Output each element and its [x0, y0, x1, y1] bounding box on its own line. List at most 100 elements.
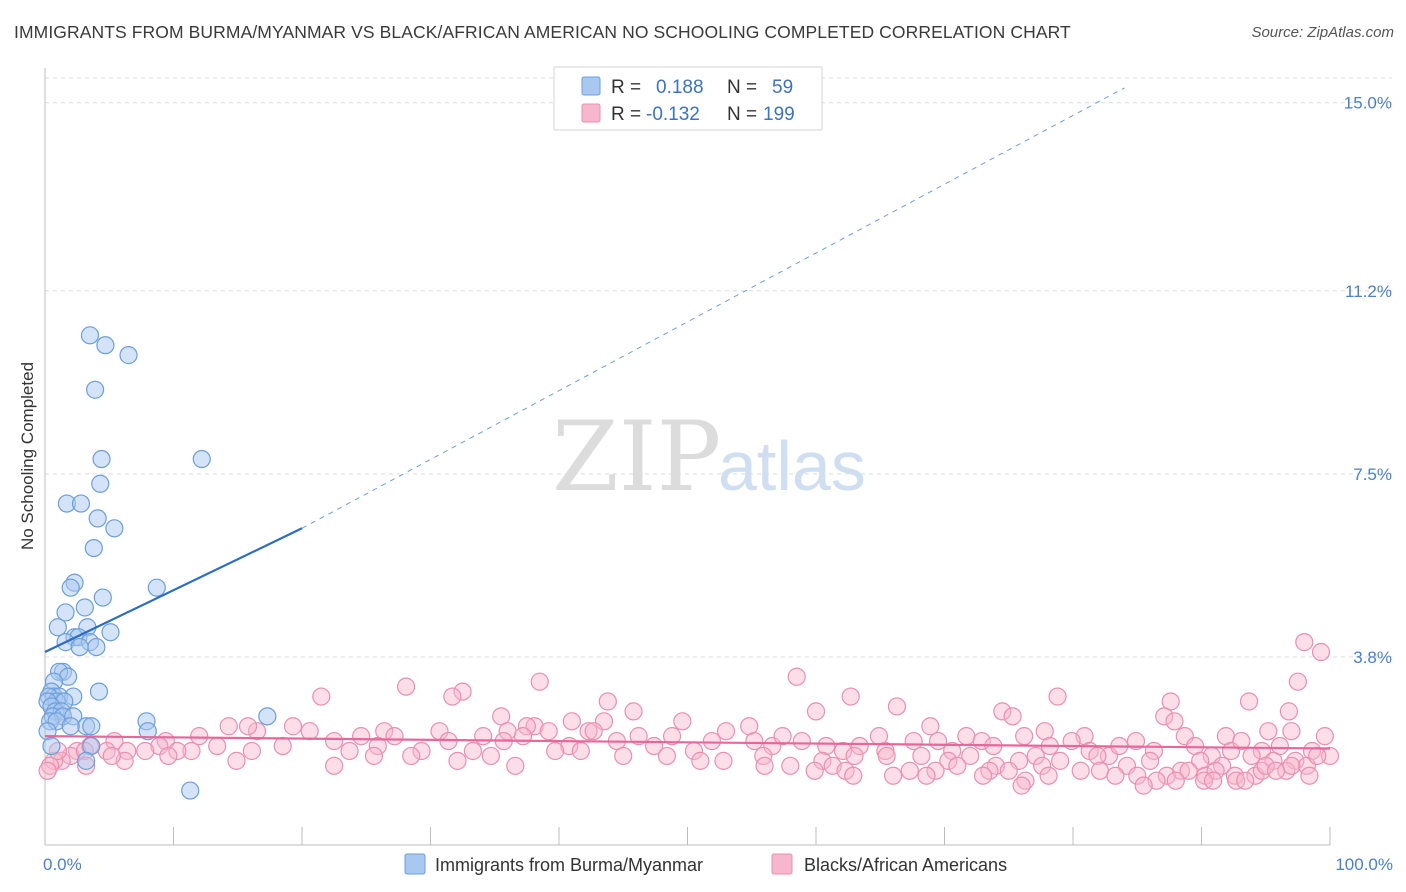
point-blacks-152 — [714, 751, 733, 770]
legend-n-value-2: 199 — [763, 104, 795, 125]
point-blacks-145 — [159, 746, 178, 766]
point-burma-13 — [61, 578, 80, 597]
legend-r-value-1: 0.188 — [656, 77, 704, 98]
point-blacks-48 — [182, 741, 201, 761]
point-blacks-197 — [1266, 761, 1286, 780]
point-blacks-164 — [1090, 761, 1110, 780]
point-blacks-143 — [1308, 746, 1327, 766]
point-blacks-7 — [312, 687, 331, 706]
point-blacks-123 — [325, 756, 344, 775]
point-blacks-14 — [1239, 692, 1259, 711]
point-blacks-163 — [1071, 761, 1090, 780]
point-blacks-5 — [530, 672, 549, 691]
point-blacks-147 — [364, 746, 384, 766]
point-blacks-84 — [702, 731, 722, 751]
legend-n-label-2: N = — [727, 104, 757, 125]
point-blacks-166 — [1157, 766, 1176, 785]
point-blacks-175 — [900, 761, 919, 780]
point-blacks-36 — [517, 717, 536, 736]
point-blacks-92 — [850, 736, 869, 756]
point-blacks-31 — [1259, 722, 1278, 741]
point-blacks-136 — [1140, 751, 1160, 770]
bottom-legend-label-burma: Immigrants from Burma/Myanmar — [435, 855, 703, 875]
point-blacks-195 — [1203, 771, 1223, 790]
point-blacks-102 — [1015, 727, 1034, 746]
point-burma-4 — [192, 449, 211, 469]
point-blacks-23 — [624, 702, 643, 721]
point-burma-11 — [84, 538, 103, 558]
point-blacks-133 — [961, 746, 980, 766]
point-blacks-37 — [579, 722, 598, 741]
point-blacks-189 — [883, 766, 903, 785]
y-tick-label-2: 11.2% — [1345, 282, 1392, 301]
point-blacks-42 — [352, 727, 371, 746]
point-burma-8 — [71, 494, 91, 513]
point-blacks-127 — [571, 741, 590, 761]
point-burma-16 — [75, 598, 94, 617]
point-burma-10 — [105, 519, 124, 538]
point-blacks-61 — [41, 756, 60, 775]
point-burma-48 — [258, 707, 277, 726]
point-blacks-26 — [921, 717, 940, 736]
legend-r-label-1: R = — [611, 77, 641, 98]
point-blacks-188 — [844, 766, 863, 785]
point-blacks-69 — [368, 736, 387, 756]
point-burma-2 — [119, 346, 138, 365]
point-blacks-148 — [481, 746, 500, 766]
y-tick-label-1: 7.5% — [1353, 465, 1392, 484]
point-blacks-24 — [673, 712, 692, 731]
point-blacks-18 — [1155, 707, 1174, 726]
y-tick-label-0: 3.8% — [1353, 648, 1392, 667]
point-blacks-109 — [1126, 731, 1146, 751]
watermark-zip: ZIP — [552, 401, 721, 513]
bottom-legend-label-blacks: Blacks/African Americans — [804, 855, 1007, 875]
point-blacks-47 — [273, 736, 292, 756]
point-blacks-22 — [562, 712, 581, 731]
point-blacks-155 — [939, 751, 958, 770]
point-burma-14 — [147, 578, 166, 597]
point-blacks-65 — [168, 741, 187, 761]
trend-line-burma — [44, 527, 303, 654]
top-legend: R = 0.188 N = 59 R = -0.132 N = 199 — [553, 66, 823, 131]
point-burma-32 — [89, 682, 109, 701]
point-burma-56 — [42, 736, 61, 756]
point-burma-51 — [82, 717, 101, 736]
legend-r-value-2: -0.132 — [646, 104, 700, 125]
y-axis-label: No Schooling Completed — [18, 362, 37, 550]
bottom-legend-swatch-blue — [404, 853, 426, 875]
point-blacks-19 — [1165, 712, 1184, 731]
point-blacks-172 — [1256, 756, 1275, 775]
point-blacks-10 — [841, 687, 860, 706]
y-tick-labels: 3.8% 7.5% 11.2% 15.0% — [1344, 94, 1392, 667]
point-blacks-49 — [219, 717, 238, 736]
point-blacks-149 — [546, 741, 565, 761]
bottom-legend-swatch-pink — [771, 853, 793, 875]
point-burma-0 — [80, 326, 100, 345]
point-blacks-75 — [513, 727, 533, 746]
point-blacks-76 — [539, 722, 558, 741]
point-blacks-88 — [773, 727, 792, 746]
point-blacks-44 — [283, 717, 303, 736]
series-blacks-points — [38, 633, 1340, 795]
point-blacks-17 — [806, 702, 826, 721]
point-blacks-73 — [463, 741, 483, 761]
watermark-atlas: atlas — [718, 427, 866, 505]
point-blacks-173 — [1282, 756, 1301, 775]
point-blacks-34 — [525, 717, 544, 736]
point-blacks-122 — [227, 751, 246, 770]
legend-n-label-1: N = — [727, 77, 757, 98]
trend-lines — [44, 87, 1331, 750]
point-blacks-159 — [1171, 761, 1191, 780]
chart-title: IMMIGRANTS FROM BURMA/MYANMAR VS BLACK/A… — [14, 22, 1071, 42]
point-blacks-11 — [1048, 687, 1067, 706]
point-blacks-177 — [948, 756, 967, 775]
point-blacks-194 — [1166, 771, 1185, 790]
point-blacks-16 — [993, 702, 1012, 721]
point-blacks-68 — [340, 741, 359, 761]
point-blacks-161 — [1277, 761, 1296, 780]
x-tick-labels: 0.0% 100.0% — [43, 855, 1393, 874]
point-blacks-193 — [1134, 776, 1153, 795]
point-burma-18 — [48, 618, 67, 637]
point-blacks-119 — [38, 761, 57, 780]
point-blacks-187 — [805, 761, 824, 780]
